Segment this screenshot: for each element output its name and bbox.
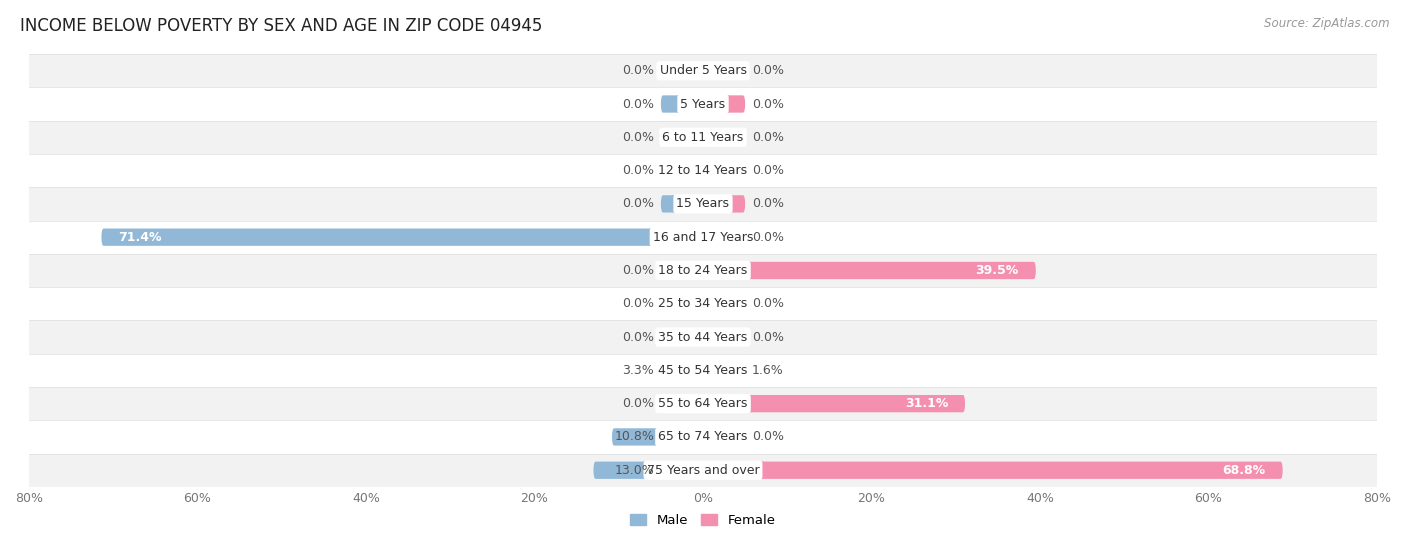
- Bar: [30, 387, 1376, 420]
- Text: 0.0%: 0.0%: [621, 64, 654, 77]
- FancyBboxPatch shape: [703, 461, 1282, 479]
- Bar: [30, 354, 1376, 387]
- Bar: [30, 254, 1376, 287]
- FancyBboxPatch shape: [703, 295, 745, 312]
- FancyBboxPatch shape: [661, 129, 703, 146]
- FancyBboxPatch shape: [612, 429, 703, 446]
- Text: 65 to 74 Years: 65 to 74 Years: [658, 430, 748, 444]
- Text: 0.0%: 0.0%: [752, 98, 785, 110]
- Text: 16 and 17 Years: 16 and 17 Years: [652, 230, 754, 244]
- Text: 75 Years and over: 75 Years and over: [647, 464, 759, 477]
- Text: 13.0%: 13.0%: [614, 464, 654, 477]
- Text: 10.8%: 10.8%: [614, 430, 654, 444]
- FancyBboxPatch shape: [703, 95, 745, 113]
- Legend: Male, Female: Male, Female: [626, 509, 780, 532]
- Text: 0.0%: 0.0%: [752, 430, 785, 444]
- Text: 55 to 64 Years: 55 to 64 Years: [658, 397, 748, 410]
- Text: 0.0%: 0.0%: [752, 230, 785, 244]
- Text: 18 to 24 Years: 18 to 24 Years: [658, 264, 748, 277]
- FancyBboxPatch shape: [661, 329, 703, 346]
- Text: INCOME BELOW POVERTY BY SEX AND AGE IN ZIP CODE 04945: INCOME BELOW POVERTY BY SEX AND AGE IN Z…: [20, 17, 543, 35]
- Text: 0.0%: 0.0%: [752, 164, 785, 177]
- FancyBboxPatch shape: [661, 362, 703, 379]
- Bar: [30, 88, 1376, 121]
- Text: Under 5 Years: Under 5 Years: [659, 64, 747, 77]
- Bar: [30, 287, 1376, 320]
- Bar: [30, 154, 1376, 187]
- FancyBboxPatch shape: [703, 329, 745, 346]
- Bar: [30, 121, 1376, 154]
- Bar: [30, 220, 1376, 254]
- FancyBboxPatch shape: [703, 62, 745, 79]
- FancyBboxPatch shape: [661, 195, 703, 213]
- Text: 31.1%: 31.1%: [905, 397, 948, 410]
- Text: 0.0%: 0.0%: [621, 98, 654, 110]
- Text: 0.0%: 0.0%: [621, 164, 654, 177]
- Text: 12 to 14 Years: 12 to 14 Years: [658, 164, 748, 177]
- Text: 0.0%: 0.0%: [621, 330, 654, 344]
- Text: 0.0%: 0.0%: [621, 131, 654, 144]
- FancyBboxPatch shape: [703, 129, 745, 146]
- Text: 68.8%: 68.8%: [1223, 464, 1265, 477]
- Bar: [30, 320, 1376, 354]
- FancyBboxPatch shape: [703, 162, 745, 179]
- FancyBboxPatch shape: [661, 162, 703, 179]
- Text: Source: ZipAtlas.com: Source: ZipAtlas.com: [1264, 17, 1389, 30]
- Text: 45 to 54 Years: 45 to 54 Years: [658, 364, 748, 377]
- Text: 5 Years: 5 Years: [681, 98, 725, 110]
- Text: 3.3%: 3.3%: [623, 364, 654, 377]
- FancyBboxPatch shape: [703, 362, 745, 379]
- FancyBboxPatch shape: [101, 229, 703, 246]
- Text: 71.4%: 71.4%: [118, 230, 162, 244]
- Text: 1.6%: 1.6%: [752, 364, 783, 377]
- FancyBboxPatch shape: [661, 395, 703, 412]
- Text: 15 Years: 15 Years: [676, 198, 730, 210]
- FancyBboxPatch shape: [703, 429, 745, 446]
- FancyBboxPatch shape: [703, 195, 745, 213]
- FancyBboxPatch shape: [703, 262, 1036, 279]
- Bar: [30, 420, 1376, 454]
- FancyBboxPatch shape: [661, 62, 703, 79]
- FancyBboxPatch shape: [703, 395, 965, 412]
- Bar: [30, 54, 1376, 88]
- Bar: [30, 454, 1376, 487]
- FancyBboxPatch shape: [661, 95, 703, 113]
- Text: 0.0%: 0.0%: [752, 198, 785, 210]
- Text: 0.0%: 0.0%: [752, 297, 785, 310]
- Text: 35 to 44 Years: 35 to 44 Years: [658, 330, 748, 344]
- Bar: [30, 187, 1376, 220]
- FancyBboxPatch shape: [661, 295, 703, 312]
- Text: 6 to 11 Years: 6 to 11 Years: [662, 131, 744, 144]
- FancyBboxPatch shape: [661, 262, 703, 279]
- Text: 0.0%: 0.0%: [621, 397, 654, 410]
- FancyBboxPatch shape: [703, 229, 745, 246]
- Text: 0.0%: 0.0%: [621, 264, 654, 277]
- Text: 0.0%: 0.0%: [752, 131, 785, 144]
- FancyBboxPatch shape: [593, 461, 703, 479]
- Text: 39.5%: 39.5%: [976, 264, 1019, 277]
- Text: 0.0%: 0.0%: [752, 330, 785, 344]
- Text: 0.0%: 0.0%: [621, 198, 654, 210]
- Text: 0.0%: 0.0%: [621, 297, 654, 310]
- Text: 25 to 34 Years: 25 to 34 Years: [658, 297, 748, 310]
- Text: 0.0%: 0.0%: [752, 64, 785, 77]
